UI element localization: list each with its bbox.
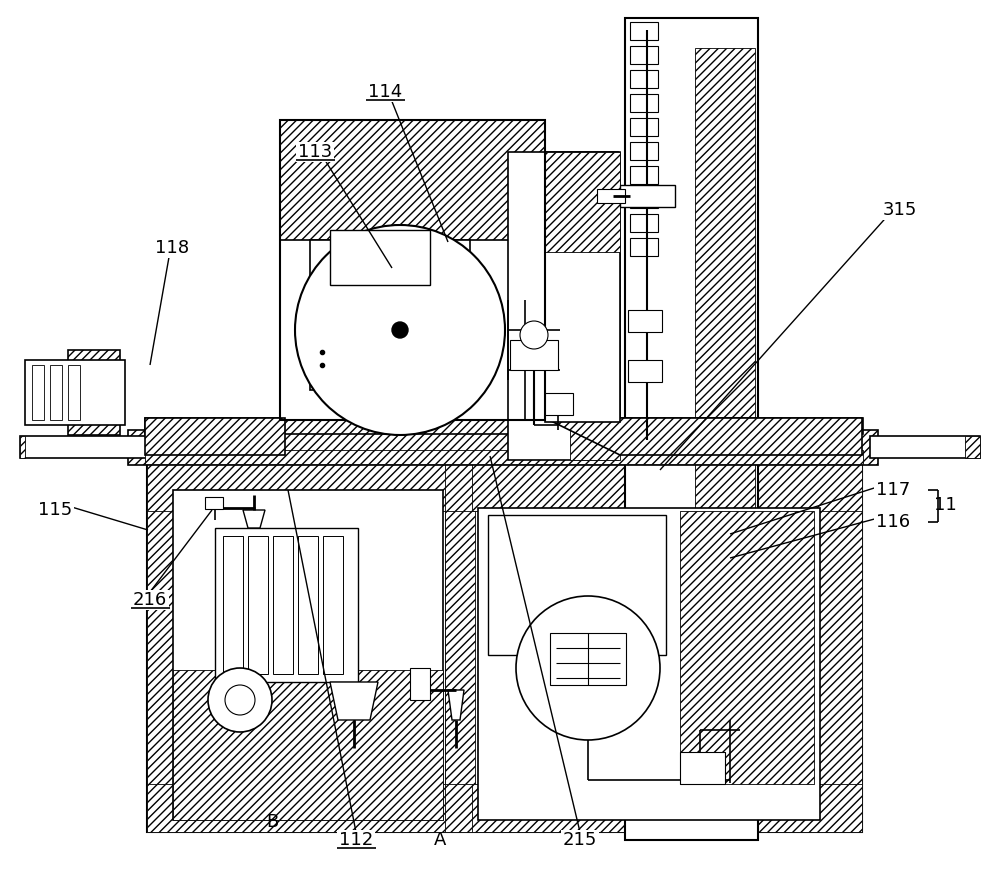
Text: 117: 117 bbox=[876, 481, 910, 499]
Bar bbox=[488, 515, 666, 655]
Bar bbox=[68, 365, 80, 420]
Circle shape bbox=[225, 685, 255, 715]
Bar bbox=[147, 784, 862, 832]
Bar bbox=[545, 152, 620, 422]
Polygon shape bbox=[145, 418, 285, 455]
Bar bbox=[630, 94, 658, 112]
Bar bbox=[628, 310, 662, 332]
Bar bbox=[323, 536, 343, 674]
Bar bbox=[173, 670, 443, 820]
Bar bbox=[545, 152, 620, 252]
Text: 216: 216 bbox=[133, 591, 167, 609]
Text: A: A bbox=[434, 831, 446, 849]
Text: 115: 115 bbox=[38, 501, 72, 519]
Text: 315: 315 bbox=[883, 201, 917, 219]
Text: 215: 215 bbox=[563, 831, 597, 849]
Bar bbox=[445, 511, 475, 784]
Polygon shape bbox=[545, 418, 862, 455]
Bar bbox=[630, 46, 658, 64]
Bar bbox=[630, 190, 658, 208]
Bar bbox=[630, 118, 658, 136]
Text: 114: 114 bbox=[368, 83, 402, 101]
Bar bbox=[50, 365, 62, 420]
Bar bbox=[478, 508, 820, 820]
Bar bbox=[32, 365, 44, 420]
Bar bbox=[20, 436, 150, 458]
Text: 112: 112 bbox=[339, 831, 373, 849]
Bar bbox=[630, 238, 658, 256]
Bar bbox=[630, 22, 658, 40]
Bar bbox=[630, 142, 658, 160]
Bar bbox=[280, 240, 545, 420]
Circle shape bbox=[208, 668, 272, 732]
Polygon shape bbox=[448, 690, 464, 720]
Bar bbox=[695, 48, 755, 770]
Text: B: B bbox=[266, 813, 278, 831]
Bar bbox=[625, 18, 758, 840]
Text: 11: 11 bbox=[934, 496, 956, 514]
Bar bbox=[298, 536, 318, 674]
Bar bbox=[620, 185, 675, 207]
Bar bbox=[147, 463, 862, 511]
Bar bbox=[147, 463, 862, 832]
Bar bbox=[205, 497, 223, 509]
Circle shape bbox=[392, 322, 408, 338]
Bar bbox=[965, 436, 980, 458]
Bar bbox=[280, 120, 545, 240]
Bar bbox=[128, 430, 878, 465]
Text: 116: 116 bbox=[876, 513, 910, 531]
Circle shape bbox=[520, 321, 548, 349]
Bar bbox=[814, 463, 862, 832]
Bar bbox=[215, 528, 358, 682]
Bar bbox=[680, 752, 725, 784]
Bar bbox=[248, 536, 268, 674]
Bar bbox=[570, 152, 620, 460]
Bar bbox=[330, 230, 430, 285]
Bar bbox=[273, 536, 293, 674]
Bar bbox=[173, 490, 443, 820]
Bar bbox=[870, 436, 980, 458]
Bar bbox=[550, 633, 626, 685]
Bar bbox=[145, 418, 863, 434]
Text: 118: 118 bbox=[155, 239, 189, 257]
Bar bbox=[630, 214, 658, 232]
Bar bbox=[25, 360, 125, 425]
Circle shape bbox=[295, 225, 505, 435]
Bar bbox=[510, 340, 558, 370]
Bar bbox=[410, 668, 430, 700]
Bar bbox=[508, 152, 618, 460]
Bar bbox=[310, 240, 470, 390]
Bar bbox=[145, 450, 863, 464]
Bar bbox=[223, 536, 243, 674]
Bar bbox=[280, 120, 545, 420]
Bar bbox=[630, 166, 658, 184]
Bar bbox=[445, 463, 472, 832]
Bar bbox=[147, 463, 195, 832]
Text: 113: 113 bbox=[298, 143, 332, 161]
Bar bbox=[597, 189, 625, 203]
Bar bbox=[20, 436, 25, 458]
Bar bbox=[630, 70, 658, 88]
Polygon shape bbox=[330, 682, 378, 720]
Polygon shape bbox=[243, 510, 265, 528]
Bar bbox=[68, 350, 120, 435]
Circle shape bbox=[516, 596, 660, 740]
Bar bbox=[545, 393, 573, 415]
Bar bbox=[680, 511, 814, 784]
Bar bbox=[628, 360, 662, 382]
